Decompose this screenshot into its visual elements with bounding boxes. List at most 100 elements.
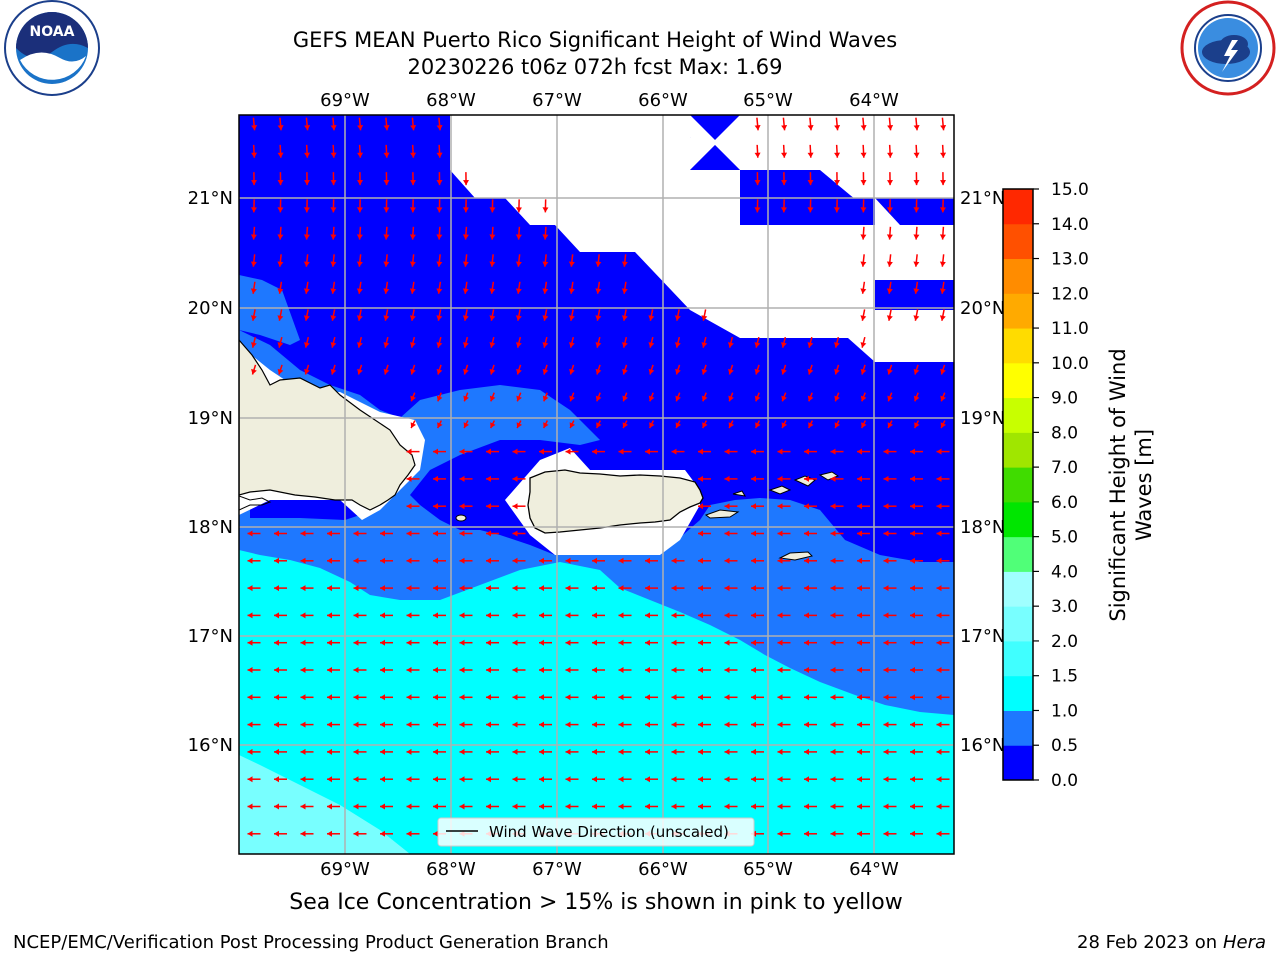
wind-arrow-head: [830, 667, 836, 673]
wind-arrow-head: [247, 639, 253, 646]
wind-arrow-head: [807, 125, 814, 131]
wind-arrow-head: [618, 639, 624, 646]
wind-arrow-head: [383, 152, 390, 158]
wind-arrow-head: [436, 288, 443, 294]
wind-arrow-head: [274, 557, 279, 564]
wind-arrow-head: [327, 667, 332, 673]
wind-arrow-head: [274, 830, 279, 837]
wind-arrow-head: [489, 315, 496, 321]
wind-arrow-head: [433, 503, 438, 510]
colorbar-tick-label: 8.0: [1051, 423, 1078, 443]
sea-ice-caption: Sea Ice Concentration > 15% is shown in …: [289, 890, 903, 915]
wind-arrow-head: [247, 585, 253, 592]
wind-arrow-head: [913, 234, 920, 240]
wind-arrow-head: [542, 315, 549, 321]
wind-arrow-head: [857, 448, 862, 455]
wind-arrow-head: [542, 207, 549, 213]
wind-arrow-head: [383, 288, 390, 294]
wind-arrow-head: [539, 585, 544, 592]
wind-arrow-head: [781, 125, 788, 131]
wind-arrow-head: [777, 830, 783, 837]
wind-arrow-head: [383, 315, 390, 321]
wind-arrow-head: [861, 422, 867, 429]
colorbar-tick-label: 0.5: [1051, 736, 1078, 756]
wind-arrow-head: [883, 612, 889, 619]
wind-arrow-head: [913, 261, 920, 267]
wind-arrow-head: [780, 342, 787, 348]
wind-arrow-head: [274, 639, 279, 646]
wind-arrow-head: [883, 694, 889, 701]
wind-arrow-head: [486, 503, 491, 510]
wind-arrow-head: [724, 530, 730, 537]
wind-arrow-head: [406, 557, 412, 564]
wind-arrow-head: [857, 830, 862, 837]
wind-arrow-head: [539, 639, 544, 646]
wind-arrow-head: [410, 180, 417, 186]
lon-label: 65°W: [743, 90, 793, 111]
wind-arrow-head: [886, 261, 893, 267]
wind-arrow-head: [490, 422, 496, 429]
wind-arrow-head: [433, 557, 438, 564]
wind-arrow-head: [512, 721, 518, 728]
wind-arrow-head: [433, 667, 438, 673]
wind-arrow-head: [353, 748, 359, 755]
wind-arrow-head: [751, 803, 756, 810]
wind-arrow-head: [250, 207, 257, 213]
wind-arrow-head: [698, 667, 703, 673]
wind-arrow-head: [595, 315, 602, 321]
wind-arrow-head: [380, 803, 385, 810]
wind-arrow-head: [777, 530, 783, 537]
wind-arrow-head: [860, 368, 867, 375]
wind-arrow-head: [883, 557, 889, 564]
wind-arrow-head: [914, 422, 920, 429]
wind-arrow-head: [671, 667, 677, 673]
wind-arrow-head: [274, 721, 279, 728]
wind-arrow-head: [406, 667, 412, 673]
wind-arrow-head: [568, 342, 575, 348]
wind-arrow-head: [671, 585, 677, 592]
wind-arrow-head: [489, 207, 496, 213]
lon-label: 65°W: [743, 859, 793, 880]
wind-arrow-head: [751, 530, 756, 537]
colorbar-tick-label: 3.0: [1051, 597, 1078, 617]
wind-arrow-head: [330, 342, 337, 348]
wind-arrow-head: [410, 368, 416, 375]
lon-label: 68°W: [426, 90, 476, 111]
wind-arrow-head: [622, 395, 628, 402]
wind-arrow-head: [274, 530, 279, 537]
wind-arrow-head: [618, 585, 624, 592]
wind-arrow-head: [830, 830, 836, 837]
wind-arrow-head: [489, 368, 496, 375]
wind-arrow-head: [489, 261, 496, 267]
wind-arrow-head: [380, 830, 385, 837]
lon-labels-top: 69°W 68°W 67°W 66°W 65°W 64°W: [320, 90, 899, 111]
wind-arrow-head: [568, 261, 575, 267]
wind-arrow-head: [353, 612, 359, 619]
lat-label: 20°N: [188, 298, 233, 319]
wind-arrow-head: [437, 422, 443, 429]
wind-arrow-head: [621, 315, 628, 321]
wind-arrow-head: [436, 234, 443, 240]
wind-arrow-head: [936, 612, 942, 619]
wind-arrow-head: [433, 639, 438, 646]
wind-arrow-head: [830, 585, 836, 592]
wind-arrow-head: [277, 342, 284, 348]
wind-arrow-head: [592, 667, 597, 673]
wind-arrow-head: [913, 288, 920, 294]
wind-arrow-head: [330, 315, 337, 321]
wind-arrow-head: [250, 342, 257, 348]
lon-label: 67°W: [532, 90, 582, 111]
wind-arrow-head: [462, 342, 469, 348]
wind-arrow-head: [645, 721, 650, 728]
wind-arrow-head: [808, 422, 814, 429]
wind-arrow-head: [512, 530, 518, 537]
wind-arrow-head: [913, 152, 920, 158]
legend-label: Wind Wave Direction (unscaled): [489, 823, 729, 841]
wind-arrow-head: [618, 721, 624, 728]
colorbar-tick-label: 1.0: [1051, 701, 1078, 721]
wind-arrow-head: [727, 342, 734, 348]
wind-arrow-head: [565, 639, 571, 646]
wind-arrow-head: [406, 830, 412, 837]
wind-arrow-head: [936, 694, 942, 701]
wind-arrow-head: [462, 207, 469, 213]
